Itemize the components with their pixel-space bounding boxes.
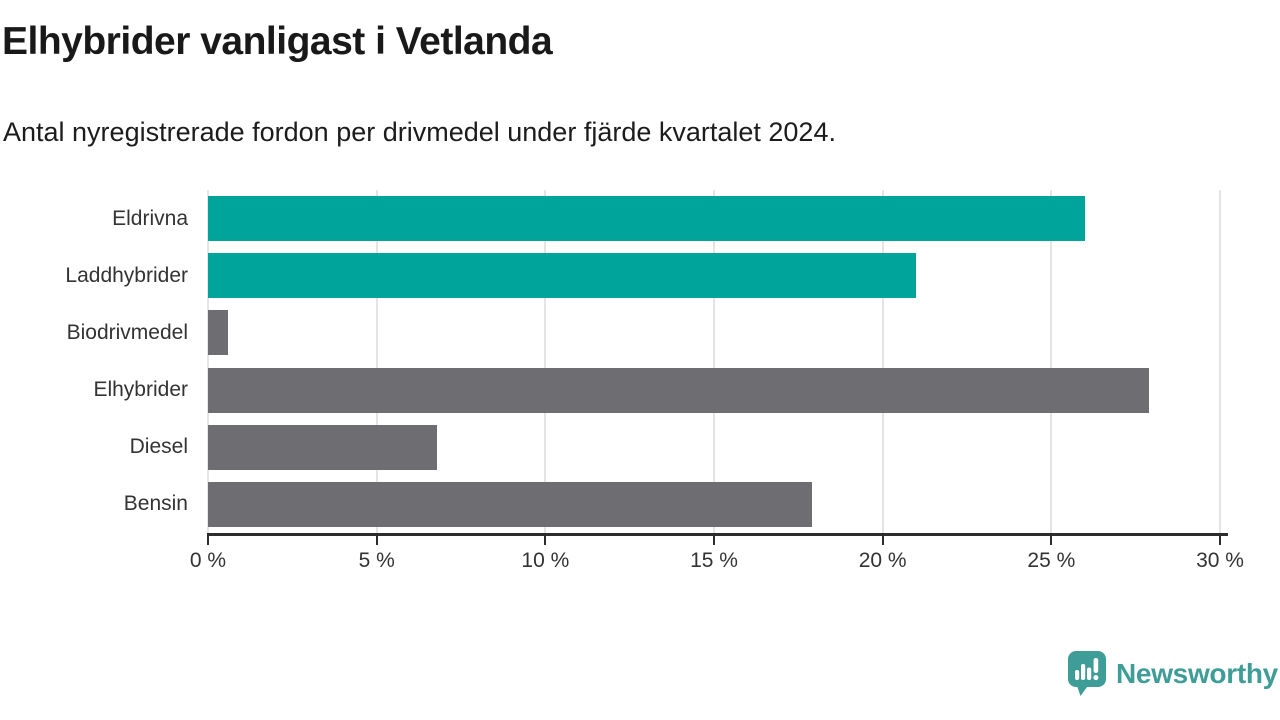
category-label-laddhybrider: Laddhybrider [65, 263, 188, 287]
x-axis-tick-label-30: 30 % [1196, 549, 1244, 572]
gridline-10 [544, 190, 547, 533]
gridline-5 [375, 190, 378, 533]
category-label-column: Eldrivna Laddhybrider Biodrivmedel Elhybrid… [0, 190, 188, 533]
x-axis-tick-10 [544, 536, 547, 545]
x-axis-tick-30 [1219, 536, 1221, 545]
chart-title: Elhybrider vanligast i Vetlanda [2, 20, 553, 63]
x-axis-tick-5 [375, 536, 378, 545]
plot-area: 0 % 5 % 10 % 15 % 20 % 25 % 30 % [190, 190, 1244, 572]
category-label-diesel: Diesel [129, 435, 188, 459]
newsworthy-logo: Newsworthy [1067, 650, 1278, 697]
gridline-25 [1050, 190, 1053, 533]
newsworthy-logo-text: Newsworthy [1116, 657, 1278, 689]
x-axis-tick-20 [881, 536, 884, 545]
category-label-biodrivmedel: Biodrivmedel [66, 320, 188, 344]
gridline-15 [713, 190, 715, 533]
bar-biodrivmedel [208, 310, 229, 356]
chart-subtitle: Antal nyregistrerade fordon per drivmede… [3, 117, 836, 147]
category-label-bensin: Bensin [123, 492, 188, 516]
x-axis-tick-label-15: 15 % [690, 549, 738, 572]
x-axis-tick-label-5: 5 % [358, 549, 395, 572]
x-axis-tick-15 [713, 536, 715, 545]
x-axis-line [207, 533, 1228, 536]
x-axis-tick-25 [1050, 536, 1053, 545]
bar-elhybrider [208, 367, 1150, 413]
category-label-elhybrider: Elhybrider [93, 378, 188, 401]
x-axis-tick-label-20: 20 % [858, 549, 907, 572]
bar-bensin [208, 481, 812, 527]
category-label-eldrivna: Eldrivna [112, 206, 188, 230]
x-axis-tick-label-25: 25 % [1027, 549, 1076, 572]
gridline-0 [207, 190, 209, 533]
bar-diesel [208, 424, 438, 470]
gridline-20 [881, 190, 884, 533]
x-axis-tick-0 [207, 536, 209, 545]
x-axis-tick-label-0: 0 % [189, 549, 227, 572]
speech-bubble-bar-chart-icon [1068, 651, 1106, 696]
bar-laddhybrider [208, 253, 917, 299]
x-axis-tick-label-10: 10 % [521, 549, 570, 572]
bar-eldrivna [208, 196, 1086, 241]
gridline-30 [1219, 190, 1221, 533]
